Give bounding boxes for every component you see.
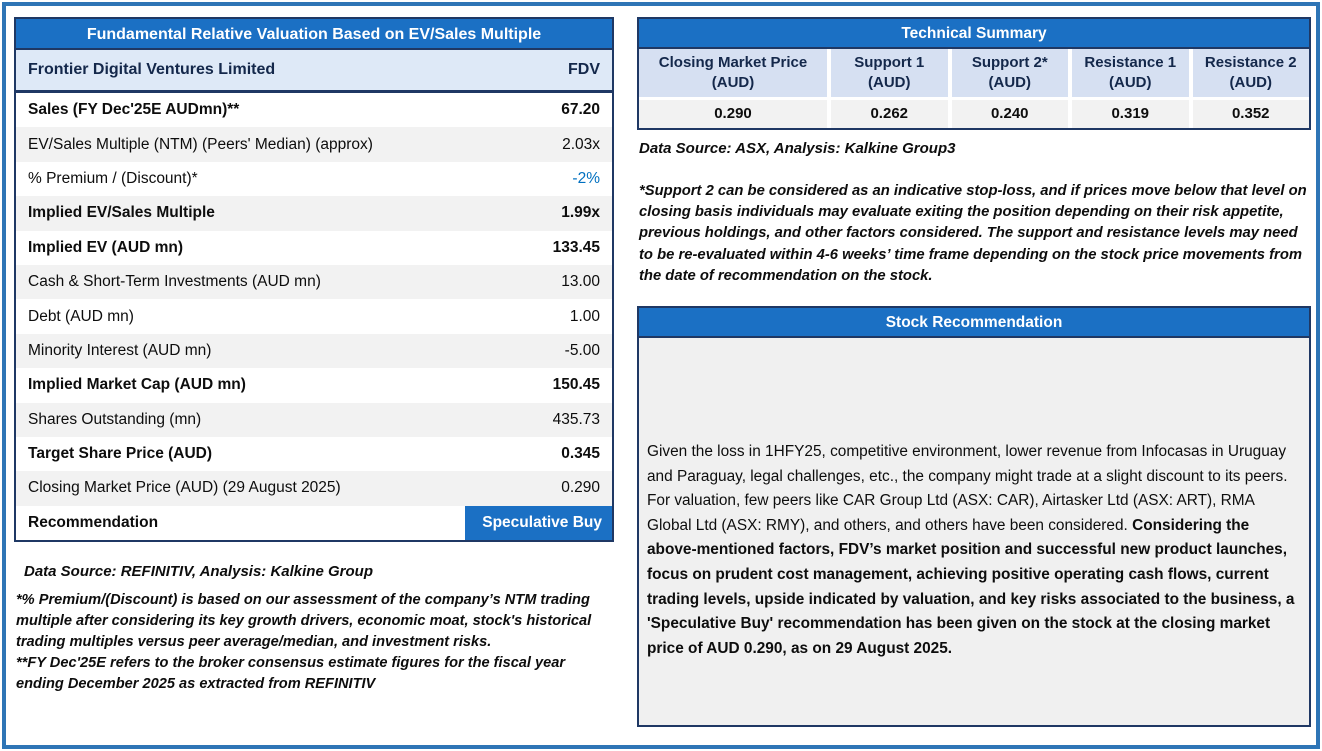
row-label: EV/Sales Multiple (NTM) (Peers' Median) … bbox=[28, 135, 373, 153]
table-row-cash: Cash & Short-Term Investments (AUD mn) 1… bbox=[16, 264, 612, 300]
table-row-ev-sales-multiple: EV/Sales Multiple (NTM) (Peers' Median) … bbox=[16, 127, 612, 162]
technical-data-source: Data Source: ASX, Analysis: Kalkine Grou… bbox=[639, 140, 956, 157]
row-label: Implied EV/Sales Multiple bbox=[28, 204, 215, 222]
row-value: 150.45 bbox=[552, 376, 600, 394]
technical-summary-values-row: 0.290 0.262 0.240 0.319 0.352 bbox=[639, 100, 1309, 128]
table-row-recommendation: Recommendation Speculative Buy bbox=[16, 505, 612, 541]
value-resistance-1: 0.319 bbox=[1072, 100, 1189, 128]
table-row-minority-interest: Minority Interest (AUD mn) -5.00 bbox=[16, 333, 612, 369]
row-value: 13.00 bbox=[561, 273, 600, 291]
table-row-shares-outstanding: Shares Outstanding (mn) 435.73 bbox=[16, 402, 612, 437]
stock-recommendation-panel: Stock Recommendation Given the loss in 1… bbox=[637, 306, 1311, 727]
table-row-implied-ev: Implied EV (AUD mn) 133.45 bbox=[16, 230, 612, 265]
value-closing-market-price: 0.290 bbox=[639, 100, 827, 128]
row-value: 0.345 bbox=[561, 445, 600, 463]
row-label: Closing Market Price (AUD) (29 August 20… bbox=[28, 479, 341, 497]
company-name: Frontier Digital Ventures Limited bbox=[28, 61, 276, 78]
valuation-table-title: Fundamental Relative Valuation Based on … bbox=[16, 19, 612, 50]
valuation-footnotes: *% Premium/(Discount) is based on our as… bbox=[16, 590, 594, 695]
row-label: Target Share Price (AUD) bbox=[28, 445, 213, 463]
valuation-data-source: Data Source: REFINITIV, Analysis: Kalkin… bbox=[24, 563, 373, 580]
row-value: 0.290 bbox=[561, 479, 600, 497]
recommendation-text-bold: Considering the above-mentioned factors,… bbox=[647, 516, 1295, 657]
row-label: Sales (FY Dec'25E AUDmn)** bbox=[28, 101, 240, 119]
stock-recommendation-title: Stock Recommendation bbox=[639, 308, 1309, 338]
column-header-support-2: Support 2* (AUD) bbox=[951, 49, 1068, 97]
technical-summary-header-row: Closing Market Price (AUD) Support 1 (AU… bbox=[639, 49, 1309, 97]
row-value: -2% bbox=[572, 169, 600, 187]
row-label: Recommendation bbox=[28, 513, 159, 531]
row-value: 435.73 bbox=[552, 410, 600, 428]
table-row-premium-discount: % Premium / (Discount)* -2% bbox=[16, 161, 612, 197]
column-header-closing-market-price: Closing Market Price (AUD) bbox=[639, 49, 827, 97]
column-header-support-1: Support 1 (AUD) bbox=[831, 49, 948, 97]
column-header-resistance-1: Resistance 1 (AUD) bbox=[1072, 49, 1189, 97]
value-resistance-2: 0.352 bbox=[1192, 100, 1309, 128]
row-label: Cash & Short-Term Investments (AUD mn) bbox=[28, 273, 321, 291]
row-label: Debt (AUD mn) bbox=[28, 307, 134, 325]
row-label: Implied Market Cap (AUD mn) bbox=[28, 376, 246, 394]
technical-summary-table: Technical Summary Closing Market Price (… bbox=[637, 17, 1311, 130]
table-row-sales: Sales (FY Dec'25E AUDmn)** 67.20 bbox=[16, 93, 612, 128]
valuation-table: Fundamental Relative Valuation Based on … bbox=[14, 17, 614, 543]
recommendation-badge: Speculative Buy bbox=[465, 505, 612, 541]
row-value: 1.00 bbox=[569, 307, 600, 325]
row-label: Shares Outstanding (mn) bbox=[28, 410, 202, 428]
footnote-fy-dec25e: **FY Dec'25E refers to the broker consen… bbox=[16, 655, 566, 692]
row-label: % Premium / (Discount)* bbox=[28, 169, 198, 187]
row-label: Minority Interest (AUD mn) bbox=[28, 341, 212, 359]
row-value: 1.99x bbox=[561, 204, 600, 222]
table-row-implied-market-cap: Implied Market Cap (AUD mn) 150.45 bbox=[16, 368, 612, 403]
row-value: -5.00 bbox=[564, 341, 600, 359]
company-ticker: FDV bbox=[568, 61, 600, 78]
table-row-debt: Debt (AUD mn) 1.00 bbox=[16, 299, 612, 334]
row-label: Implied EV (AUD mn) bbox=[28, 238, 184, 256]
technical-summary-title: Technical Summary bbox=[639, 19, 1309, 49]
row-value: 67.20 bbox=[561, 101, 600, 119]
value-support-1: 0.262 bbox=[831, 100, 948, 128]
table-row-implied-ev-sales-multiple: Implied EV/Sales Multiple 1.99x bbox=[16, 196, 612, 231]
footnote-premium-discount: *% Premium/(Discount) is based on our as… bbox=[16, 592, 592, 650]
stock-recommendation-body: Given the loss in 1HFY25, competitive en… bbox=[639, 338, 1309, 725]
table-row-closing-market-price: Closing Market Price (AUD) (29 August 20… bbox=[16, 471, 612, 506]
support-2-footnote: *Support 2 can be considered as an indic… bbox=[639, 183, 1307, 284]
column-header-resistance-2: Resistance 2 (AUD) bbox=[1192, 49, 1309, 97]
value-support-2: 0.240 bbox=[951, 100, 1068, 128]
company-row: Frontier Digital Ventures Limited FDV bbox=[16, 50, 612, 93]
recommendation-text-regular: Given the loss in 1HFY25, competitive en… bbox=[647, 443, 1288, 534]
row-value: 2.03x bbox=[562, 135, 600, 153]
table-row-target-share-price: Target Share Price (AUD) 0.345 bbox=[16, 436, 612, 472]
row-value: 133.45 bbox=[552, 238, 600, 256]
